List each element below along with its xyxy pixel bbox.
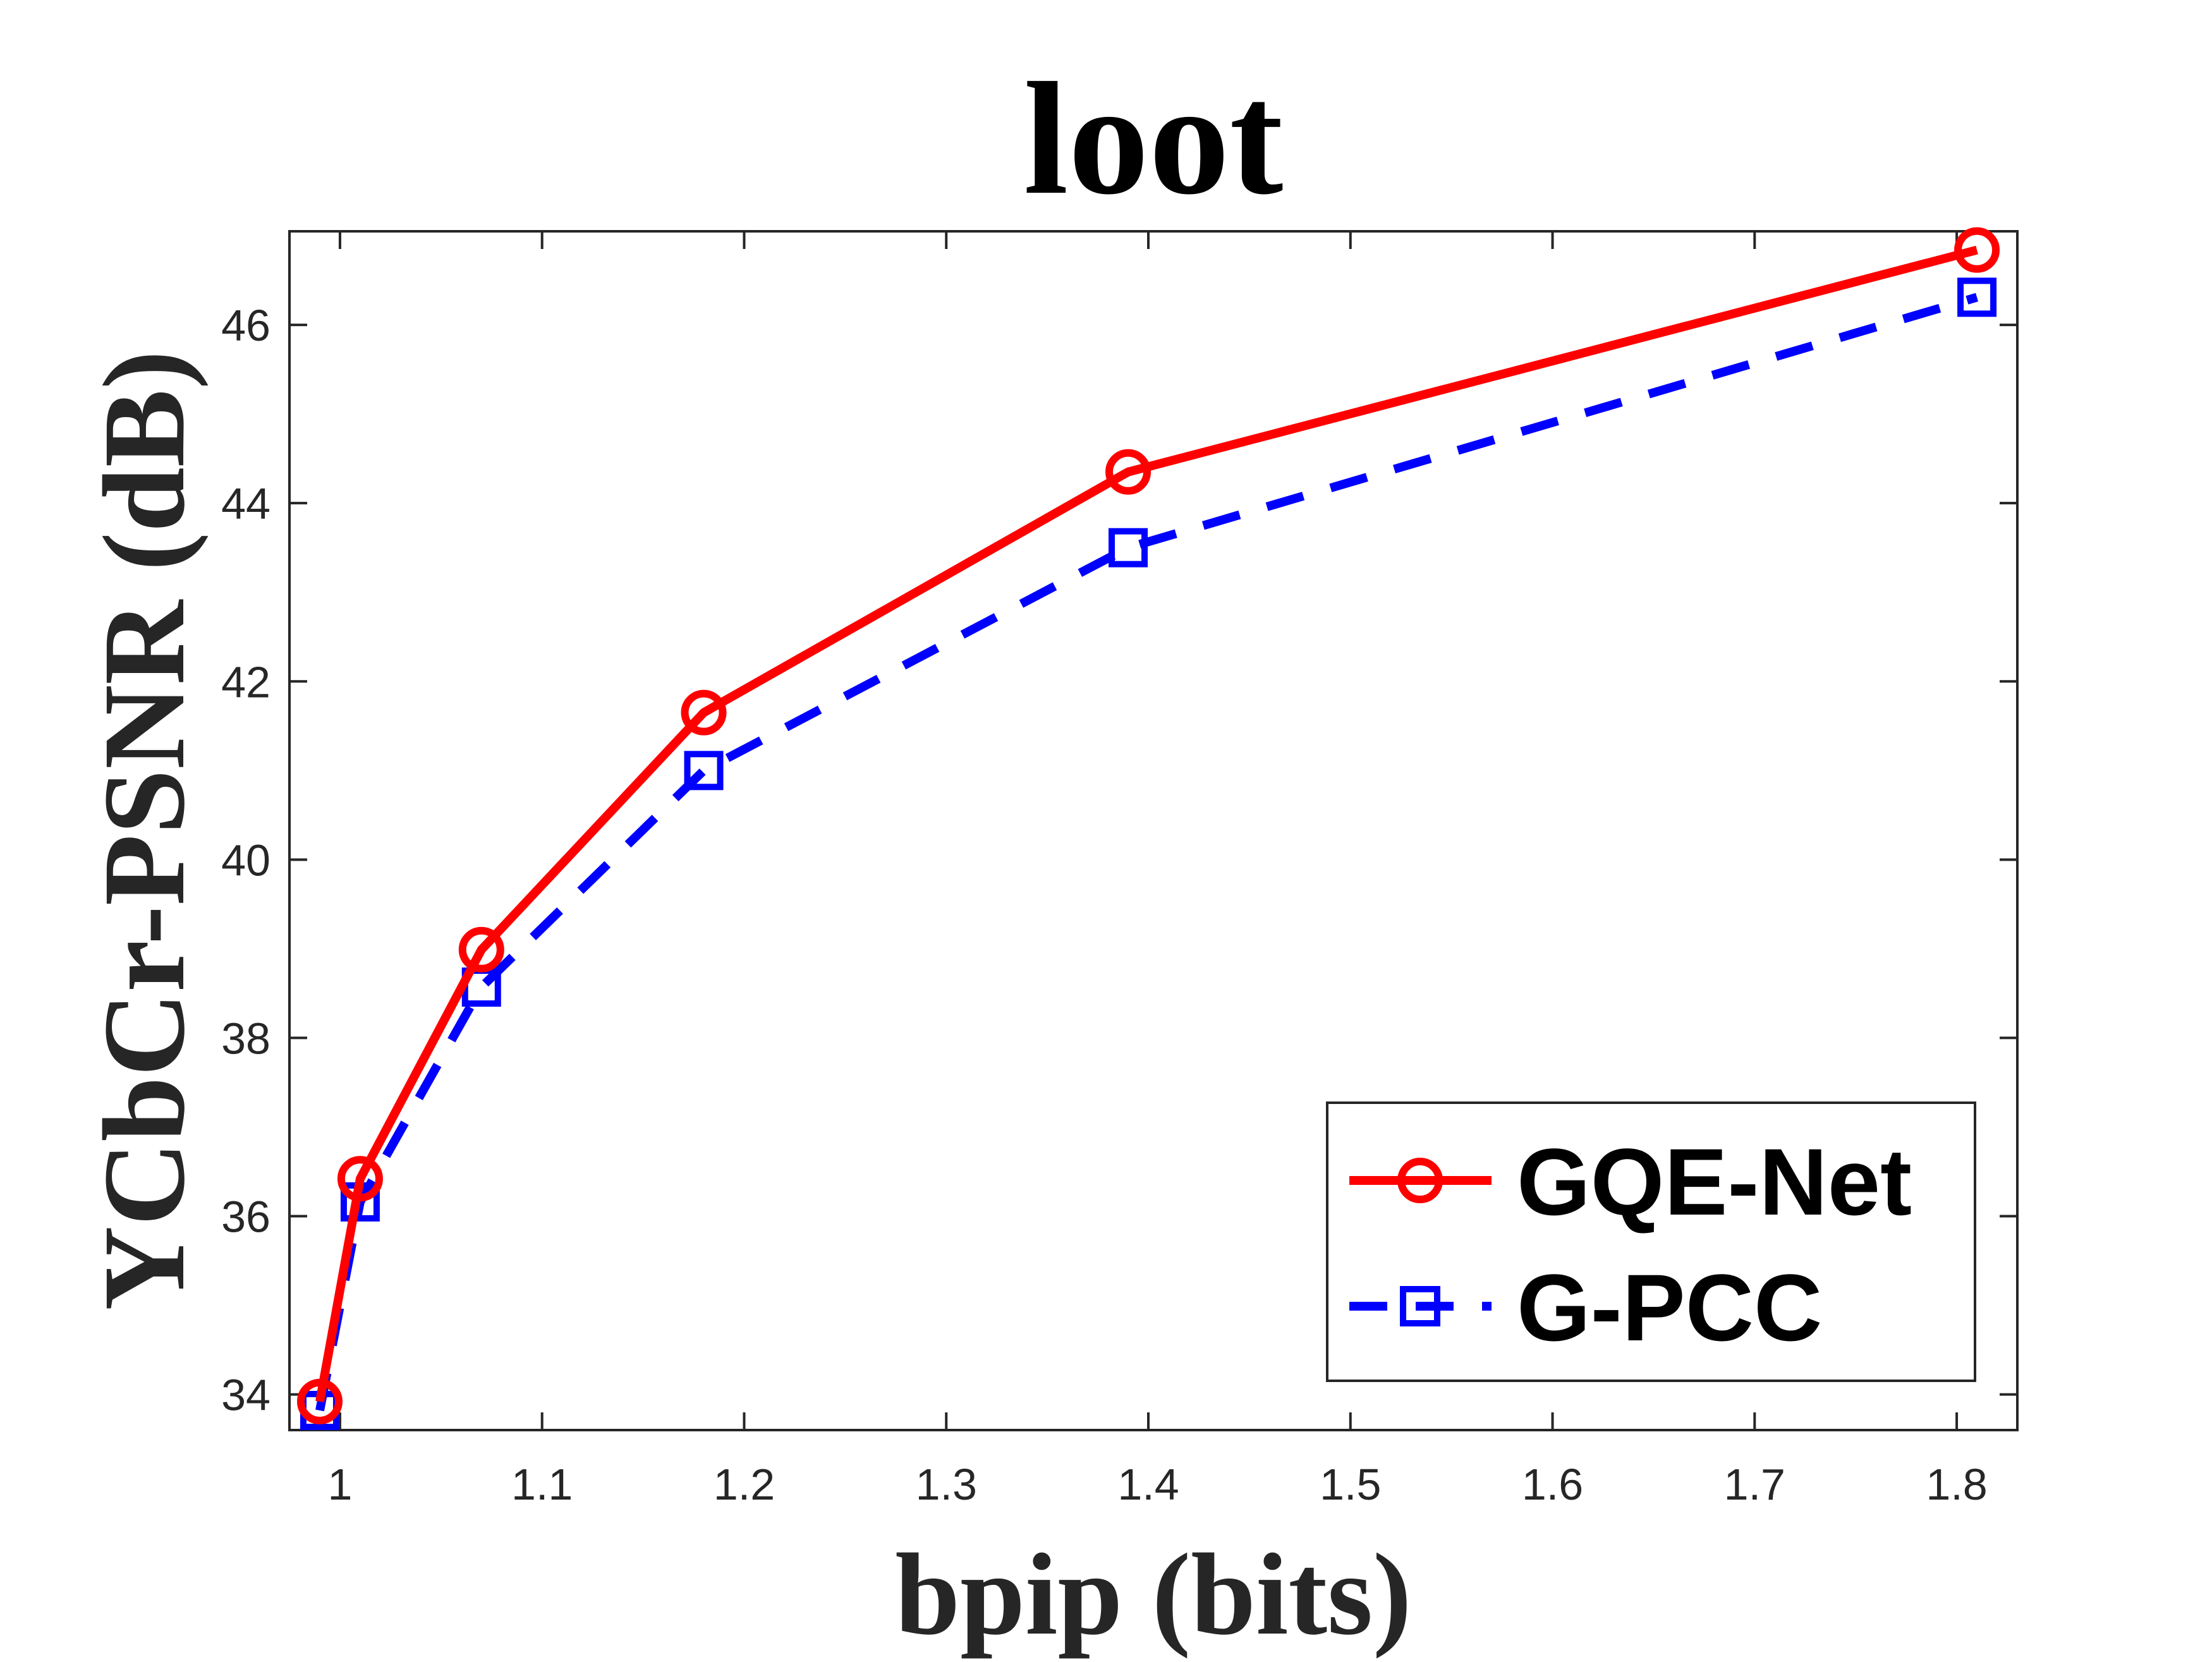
x-tick-label: 1.7 <box>1724 1460 1785 1509</box>
x-axis-label: bpip (bits) <box>895 1530 1411 1659</box>
y-axis-label: YCbCr-PSNR (dB) <box>80 350 209 1310</box>
x-tick-label: 1 <box>327 1460 352 1509</box>
g-pcc-series-line <box>315 293 1979 1412</box>
gqe-net-series-line <box>315 245 1978 1403</box>
x-tick-label: 1.6 <box>1522 1460 1583 1509</box>
y-tick-label: 36 <box>221 1192 270 1242</box>
x-tick-label: 1.1 <box>511 1460 573 1509</box>
gqe-net-point <box>681 689 727 736</box>
gqe-net-point <box>337 1156 383 1202</box>
x-tick-label: 1.5 <box>1320 1460 1381 1509</box>
x-tick-label: 1.3 <box>916 1460 977 1509</box>
legend-box <box>1326 1101 1976 1382</box>
g-pcc-point <box>1957 277 1997 317</box>
g-pcc-point <box>684 751 724 791</box>
y-tick-label: 40 <box>221 835 270 885</box>
y-tick-label: 44 <box>221 479 270 528</box>
legend: GQE-Net G-PCC <box>1326 1101 1976 1382</box>
g-pcc-point <box>1109 528 1148 567</box>
legend-gqe-net-marker <box>1397 1158 1443 1203</box>
legend-g-pcc-marker <box>1400 1286 1440 1326</box>
ticks-layer: 1 1.1 1.2 1.3 1.4 1.5 1.6 1.7 1.8 34 36 38 40 42 44 46 <box>221 231 2017 1509</box>
y-tick-label: 42 <box>221 657 270 707</box>
legend-g-pcc-label: G-PCC <box>1517 1254 1822 1361</box>
x-tick-label: 1.4 <box>1117 1460 1179 1509</box>
gqe-net-point <box>1954 227 2000 273</box>
y-tick-label: 38 <box>221 1014 270 1063</box>
legend-gqe-net-label: GQE-Net <box>1517 1129 1912 1235</box>
chart-title: loot <box>1024 50 1284 228</box>
x-tick-label: 1.8 <box>1926 1460 1987 1509</box>
gqe-net-point <box>458 926 504 973</box>
x-tick-label: 1.2 <box>714 1460 775 1509</box>
gqe-net-point <box>296 1378 343 1424</box>
series-layer <box>296 227 2000 1430</box>
y-tick-label: 34 <box>221 1371 270 1420</box>
y-tick-label: 46 <box>221 301 270 350</box>
gqe-net-point <box>1105 449 1152 495</box>
